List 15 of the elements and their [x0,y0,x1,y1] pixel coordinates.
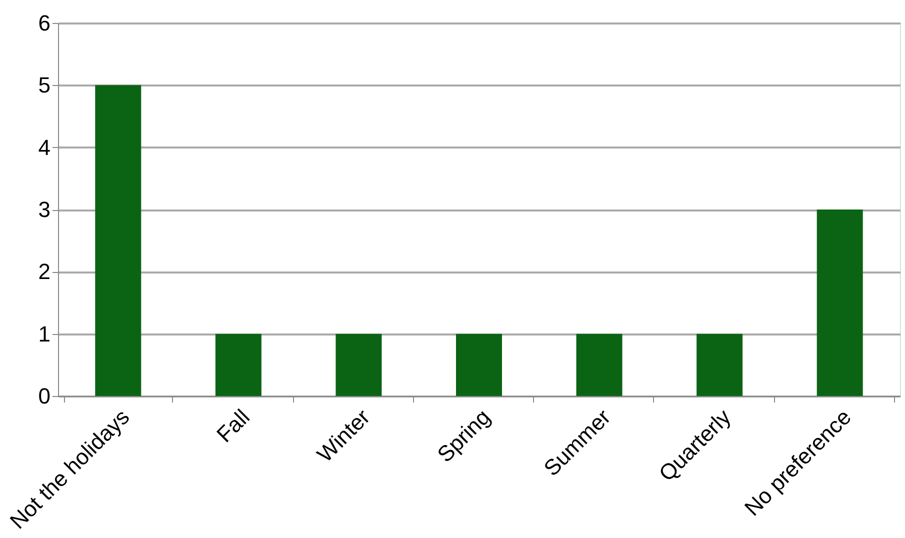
bar [456,334,502,396]
y-tick-label: 3 [38,197,50,222]
bar [696,334,743,396]
bar [576,334,622,396]
y-tick-label: 0 [38,384,50,408]
bar [95,85,142,396]
y-tick-label: 2 [38,259,50,284]
y-tick-label: 5 [38,72,50,98]
bar [816,210,863,396]
y-tick-label: 4 [38,134,50,160]
y-tick-label: 1 [38,321,50,346]
bar [215,334,262,396]
x-tick-label: Fall [212,404,254,448]
y-tick-label: 6 [38,10,50,36]
bar [336,334,382,396]
